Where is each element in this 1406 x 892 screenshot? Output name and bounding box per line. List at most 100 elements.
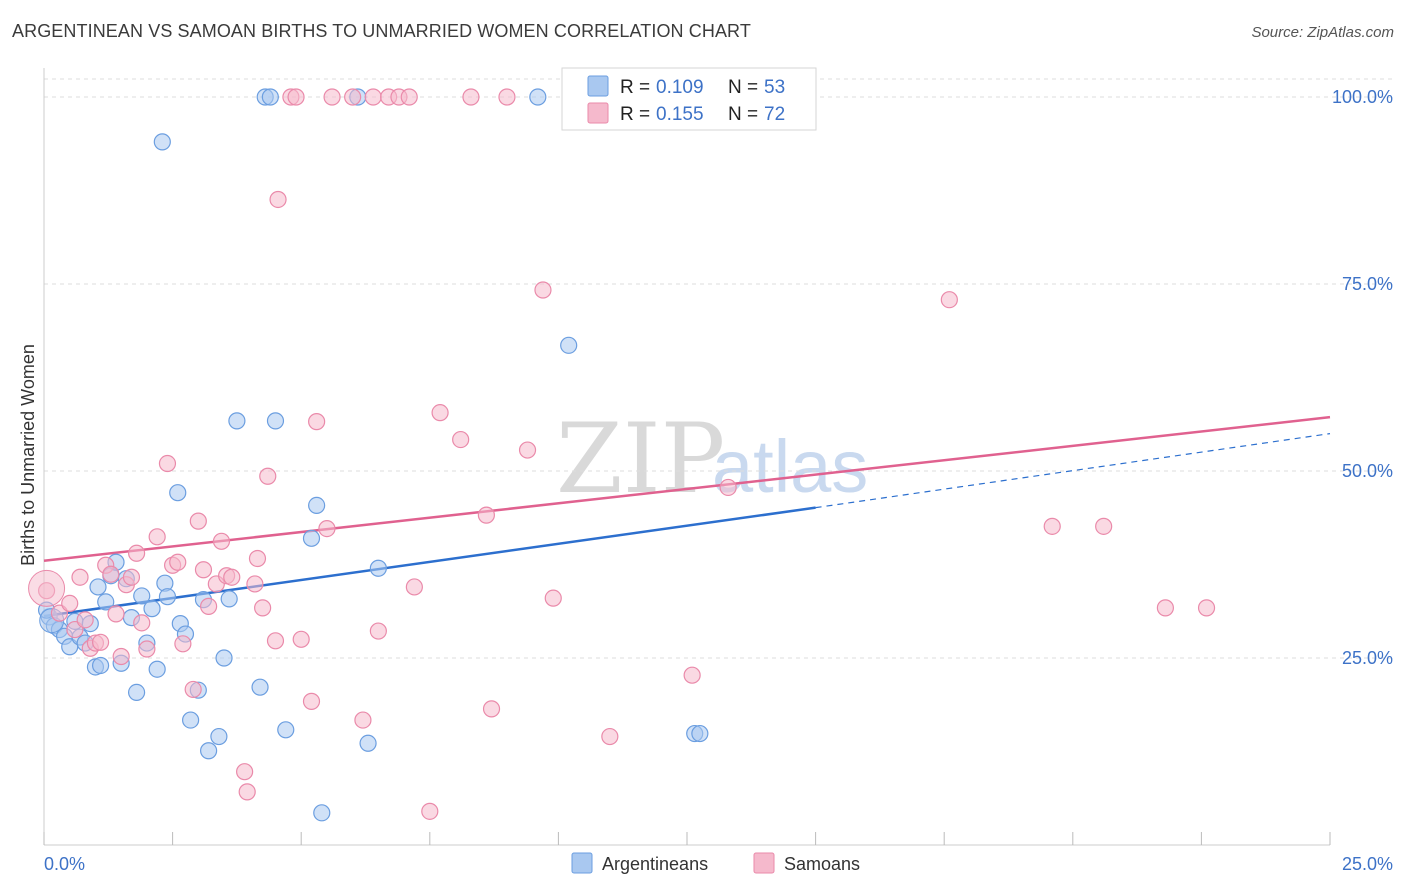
bottom-legend-swatch-samoans — [753, 852, 775, 874]
samoans-point-36 — [259, 467, 277, 485]
argentineans-point-25 — [169, 484, 187, 502]
argentineans-point-42 — [308, 496, 326, 515]
samoans-point-14 — [122, 568, 141, 586]
samoans-point-54 — [421, 802, 439, 820]
x-tick-label-max: 25.0% — [1342, 854, 1393, 874]
samoans-point-4 — [71, 568, 89, 586]
samoans-cluster-point — [28, 569, 66, 607]
samoans-point-24 — [189, 512, 207, 530]
samoans-point-41 — [292, 630, 310, 648]
legend-n-label-pink: N = — [728, 104, 758, 125]
samoans-point-47 — [354, 711, 372, 729]
correlation-legend: R = 0.109 N = 53 R = 0.155 N = 72 — [561, 67, 817, 131]
samoans-point-26 — [200, 597, 218, 615]
samoans-point-11 — [107, 605, 125, 623]
argentineans-point-49 — [560, 336, 578, 354]
legend-r-value-blue: 0.109 — [656, 77, 704, 98]
samoans-point-49 — [369, 622, 387, 640]
samoans-point-45 — [323, 88, 341, 106]
samoans-point-21 — [169, 553, 187, 571]
samoans-point-15 — [127, 544, 146, 562]
argentineans-point-43 — [313, 804, 331, 822]
samoans-point-70 — [1156, 599, 1174, 617]
legend-swatch-pink — [587, 102, 609, 124]
argentineans-point-46 — [369, 559, 387, 577]
argentineans-point-36 — [251, 678, 269, 696]
argentineans-point-10 — [89, 578, 107, 596]
legend-r-label-blue: R = — [620, 77, 650, 98]
legend-n-value-blue: 53 — [764, 77, 785, 98]
argentineans-trend-extension — [815, 433, 1331, 509]
samoans-point-57 — [462, 88, 480, 106]
argentineans-point-19 — [133, 587, 151, 605]
argentineans-point-12 — [97, 593, 115, 611]
samoans-points — [28, 88, 1216, 820]
argentineans-point-45 — [359, 734, 377, 752]
axes — [43, 68, 1331, 846]
argentineans-point-24 — [158, 588, 177, 606]
samoans-point-2 — [61, 594, 79, 612]
samoans-point-40 — [287, 88, 305, 106]
y-tick-labels: 100.0% 75.0% 50.0% 25.0% — [1332, 87, 1393, 668]
legend-n-value-pink: 72 — [764, 104, 785, 125]
samoans-point-17 — [138, 640, 156, 658]
samoans-point-69 — [1095, 517, 1113, 535]
bottom-legend-swatch-argentineans — [571, 852, 593, 874]
samoans-point-19 — [158, 454, 177, 473]
watermark-atlas: atlas — [712, 425, 868, 508]
legend-r-value-pink: 0.155 — [656, 104, 704, 125]
samoans-point-16 — [133, 614, 151, 632]
samoans-point-46 — [344, 88, 362, 106]
samoans-point-43 — [308, 413, 326, 431]
samoans-point-10 — [102, 565, 120, 583]
x-tick-label-min: 0.0% — [44, 854, 85, 874]
argentineans-point-35 — [228, 412, 246, 430]
samoans-point-48 — [364, 88, 382, 106]
y-tick-label-2: 50.0% — [1342, 461, 1393, 481]
samoans-point-61 — [518, 441, 537, 459]
samoans-point-55 — [431, 404, 449, 422]
samoans-point-37 — [266, 632, 285, 650]
legend-r-label-pink: R = — [620, 104, 650, 125]
legend-swatch-blue — [587, 75, 609, 97]
samoans-point-22 — [174, 635, 192, 653]
samoans-point-53 — [405, 578, 423, 596]
argentineans-point-48 — [153, 133, 171, 151]
samoans-point-35 — [254, 599, 272, 617]
samoans-point-42 — [302, 692, 321, 710]
argentineans-point-39 — [266, 412, 285, 430]
y-tick-label-1: 75.0% — [1342, 274, 1393, 294]
samoans-point-12 — [112, 647, 130, 666]
y-tick-label-0: 100.0% — [1332, 87, 1393, 107]
argentineans-point-51 — [691, 724, 709, 743]
argentineans-point-22 — [148, 660, 166, 678]
samoans-point-38 — [269, 190, 287, 209]
samoans-point-63 — [544, 589, 562, 607]
samoans-point-33 — [246, 575, 264, 593]
argentineans-point-40 — [277, 721, 295, 739]
argentineans-point-33 — [215, 649, 233, 667]
samoans-point-25 — [194, 561, 213, 579]
argentineans-point-47 — [529, 88, 547, 106]
samoans-point-8 — [91, 633, 110, 651]
argentineans-point-41 — [302, 529, 321, 547]
samoans-point-32 — [238, 783, 256, 801]
samoans-point-31 — [236, 763, 254, 781]
samoans-point-18 — [148, 528, 166, 546]
samoans-point-56 — [452, 430, 470, 449]
grid-lines — [44, 78, 1392, 659]
samoans-point-30 — [223, 568, 241, 586]
argentineans-point-21 — [143, 600, 161, 618]
samoans-point-64 — [601, 727, 619, 746]
argentineans-point-34 — [220, 590, 238, 608]
chart-title: ARGENTINEAN VS SAMOAN BIRTHS TO UNMARRIE… — [12, 21, 751, 41]
watermark-zip: ZIP — [556, 403, 725, 515]
samoans-point-23 — [184, 680, 202, 699]
samoans-point-65 — [683, 666, 701, 684]
argentineans-point-38 — [261, 88, 279, 106]
y-axis-label: Births to Unmarried Women — [18, 344, 38, 566]
argentineans-point-18 — [127, 683, 146, 702]
argentineans-point-11 — [91, 656, 110, 675]
chart-source: Source: ZipAtlas.com — [1251, 24, 1394, 41]
